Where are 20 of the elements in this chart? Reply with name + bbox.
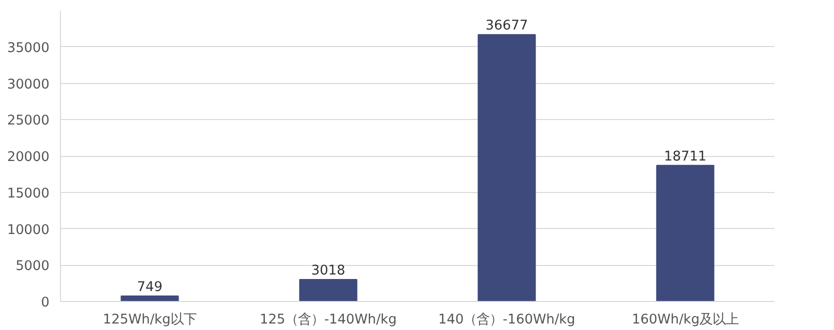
- bar: [656, 164, 714, 302]
- data-label: 749: [137, 280, 162, 296]
- y-tick-label: 25000: [7, 114, 50, 129]
- x-tick-label: 160Wh/kg及以上: [632, 312, 739, 328]
- y-tick-label: 5000: [16, 259, 50, 274]
- x-tick-label: 125Wh/kg以下: [102, 312, 197, 328]
- y-tick-label: 30000: [7, 77, 50, 92]
- x-tick-label: 125（含）-140Wh/kg: [260, 312, 397, 328]
- bar: [478, 34, 536, 302]
- data-label: 36677: [486, 18, 528, 34]
- y-tick-label: 15000: [7, 186, 50, 202]
- y-tick-label: 35000: [7, 40, 50, 56]
- data-label: 18711: [664, 149, 706, 164]
- bar: [120, 296, 179, 302]
- y-tick-label: 20000: [7, 150, 50, 165]
- bar: [299, 279, 358, 302]
- data-label: 3018: [311, 264, 346, 279]
- y-tick-label: 10000: [7, 222, 50, 238]
- y-tick-label: 0: [41, 296, 50, 310]
- x-tick-label: 140（含）-160Wh/kg: [438, 312, 576, 328]
